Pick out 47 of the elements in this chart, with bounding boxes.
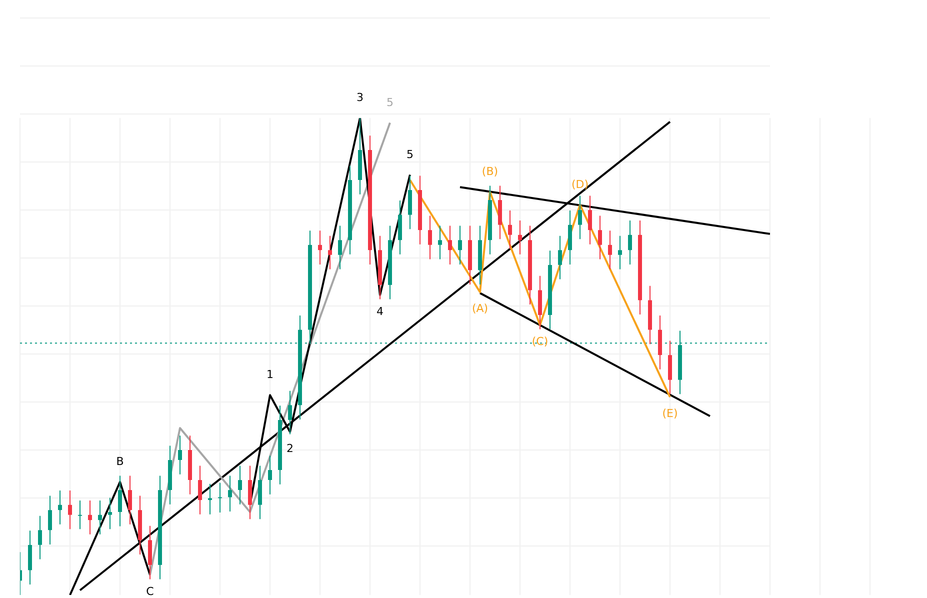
candlestick — [338, 225, 342, 270]
candlestick — [68, 490, 72, 530]
candlestick — [238, 465, 242, 505]
candlestick — [428, 215, 432, 260]
candlestick — [178, 435, 182, 475]
candlestick — [558, 235, 562, 280]
candlestick — [588, 195, 592, 245]
candlestick — [128, 475, 132, 525]
candlestick — [218, 482, 222, 513]
candlestick — [48, 495, 52, 545]
candlestick — [628, 220, 632, 265]
annotation: C — [146, 584, 154, 598]
candlestick — [578, 195, 582, 240]
candlestick — [58, 490, 62, 525]
candlestick — [598, 215, 602, 260]
candlestick — [78, 500, 82, 530]
candlestick — [88, 500, 92, 535]
annotation: 1 — [266, 368, 274, 382]
candlestick — [608, 230, 612, 270]
candlestick — [38, 515, 42, 560]
candlestick — [108, 497, 112, 530]
candlestick — [328, 235, 332, 270]
candlestick — [288, 390, 292, 435]
annotation: 5 — [406, 148, 414, 161]
candlestick — [458, 225, 462, 265]
annotation: 4 — [376, 304, 384, 318]
annotation: (B) — [482, 164, 498, 178]
candlestick — [438, 225, 442, 260]
annotation: (E) — [662, 407, 678, 420]
candlestick — [208, 483, 212, 515]
candlestick — [198, 465, 202, 515]
candlestick — [268, 455, 272, 495]
candlestick — [508, 210, 512, 250]
candlestick — [118, 475, 122, 527]
candlestick — [618, 235, 622, 270]
annotation: B — [116, 454, 124, 468]
annotation: (A) — [472, 302, 488, 316]
candlestick — [518, 220, 522, 255]
annotation: 2 — [286, 442, 294, 455]
candlestick — [448, 225, 452, 265]
candlestick — [228, 475, 232, 512]
candlestick — [318, 230, 322, 265]
candlestick — [98, 500, 102, 535]
annotation: 3 — [356, 91, 364, 104]
annotation: (C) — [532, 335, 548, 348]
annotation: (D) — [571, 178, 589, 191]
annotation: 5 — [386, 96, 394, 109]
